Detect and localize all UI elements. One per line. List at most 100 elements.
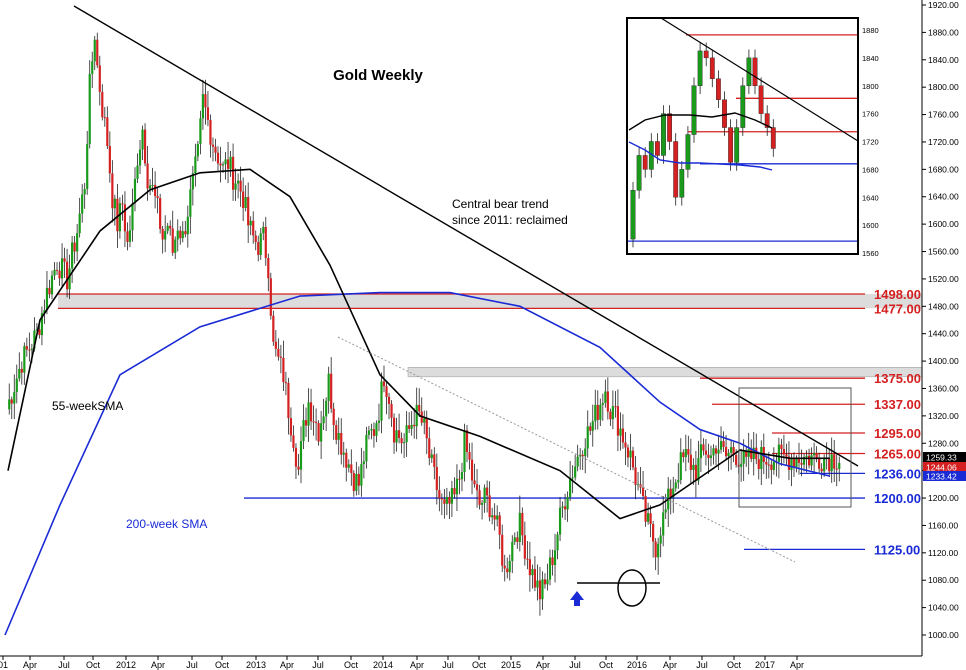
candle-body [191, 173, 194, 190]
candle-body [377, 420, 381, 424]
price-tag-bg [923, 462, 966, 472]
time-tick-label: 2013 [246, 660, 266, 670]
candle-body [820, 468, 823, 472]
candle-body [272, 315, 275, 342]
inset-trend-line [660, 17, 859, 142]
candle-body [123, 204, 127, 232]
inset-candle-body [673, 141, 679, 198]
candle-body [621, 428, 625, 443]
candle-body [536, 580, 539, 588]
candle-body [8, 399, 11, 410]
inset-candle-body [722, 99, 727, 128]
candle-body [400, 438, 403, 444]
candle-body [506, 568, 509, 573]
candle-body [126, 231, 129, 242]
candle-body [340, 433, 343, 455]
candle-body [93, 39, 96, 62]
candle-body [652, 523, 655, 542]
candle-body [526, 558, 529, 560]
time-tick-label: Jul [186, 660, 198, 670]
time-tick-label: Jul [569, 660, 581, 670]
candle-body [332, 408, 335, 426]
candle-body [760, 447, 763, 469]
candle-body [81, 194, 84, 214]
candle-body [58, 270, 61, 279]
candle-body [553, 550, 557, 566]
candle-body [626, 447, 630, 458]
level-label-1265.00: 1265.00 [874, 447, 921, 462]
level-label-1375.00: 1375.00 [874, 371, 921, 386]
candle-body [501, 534, 504, 566]
candle-body [98, 65, 101, 92]
candle-body [616, 406, 620, 436]
inset-tick-label: 1600 [862, 221, 879, 230]
candle-body [729, 447, 733, 453]
candle-body [43, 310, 46, 314]
price-tick-label: 1440.00 [928, 329, 959, 339]
candle-body [458, 478, 461, 480]
candle-body [800, 462, 803, 465]
candle-body [10, 399, 13, 404]
time-tick-label: 2015 [501, 660, 521, 670]
candle-body [468, 452, 471, 460]
candle-body [53, 269, 56, 276]
candle-body [415, 404, 418, 427]
candle-body [687, 449, 690, 455]
candle-body [669, 488, 672, 498]
candle-body [604, 391, 607, 403]
candle-body [735, 454, 738, 465]
candle-body [440, 498, 443, 500]
inset-tick-label: 1720 [862, 138, 879, 147]
candle-body [823, 457, 826, 472]
candle-body [299, 441, 303, 470]
candle-body [802, 457, 806, 465]
candle-body [425, 418, 428, 439]
candle-body [812, 453, 816, 456]
time-tick-label: Apr [151, 660, 165, 670]
candle-body [460, 472, 464, 480]
inset-candle-body [642, 155, 648, 170]
candle-body [480, 503, 484, 505]
time-tick-label: Oct [472, 660, 487, 670]
candle-body [594, 404, 597, 422]
candle-body [327, 373, 330, 401]
candle-body [103, 117, 106, 119]
candle-body [496, 515, 499, 520]
candle-body [194, 156, 197, 174]
candle-body [239, 180, 242, 192]
candle-body [209, 119, 212, 145]
inset-tick-label: 1560 [862, 249, 879, 258]
candle-body [249, 220, 252, 226]
candle-body [418, 404, 421, 412]
price-tick-label: 1400.00 [928, 356, 959, 366]
candle-body [88, 73, 91, 145]
time-tick-label: Apr [536, 660, 550, 670]
resistance-zone-1377-1391 [407, 367, 923, 378]
candle-body [138, 149, 142, 166]
candle-body [380, 381, 383, 421]
candlesticks [8, 32, 841, 616]
candle-body [136, 165, 139, 179]
candle-body [113, 198, 116, 209]
candle-body [724, 446, 728, 457]
candle-body [118, 203, 122, 232]
moving-averages [4, 168, 831, 636]
candle-body [259, 233, 262, 255]
candle-body [518, 512, 521, 542]
candle-body [403, 442, 406, 444]
candle-body [448, 496, 451, 504]
candle-body [830, 454, 833, 472]
inset-tick-label: 1880 [862, 26, 879, 35]
candle-body [453, 488, 456, 495]
candle-body [304, 420, 308, 426]
candle-body [780, 444, 783, 450]
price-tag-bg [923, 452, 966, 462]
candle-body [722, 441, 725, 447]
candle-body [335, 425, 338, 440]
candle-body [18, 368, 21, 379]
inset-candle-body [752, 57, 758, 86]
candle-body [576, 456, 579, 467]
candle-body [551, 557, 554, 566]
candle-body [390, 403, 393, 418]
price-tick-label: 1880.00 [928, 27, 959, 37]
